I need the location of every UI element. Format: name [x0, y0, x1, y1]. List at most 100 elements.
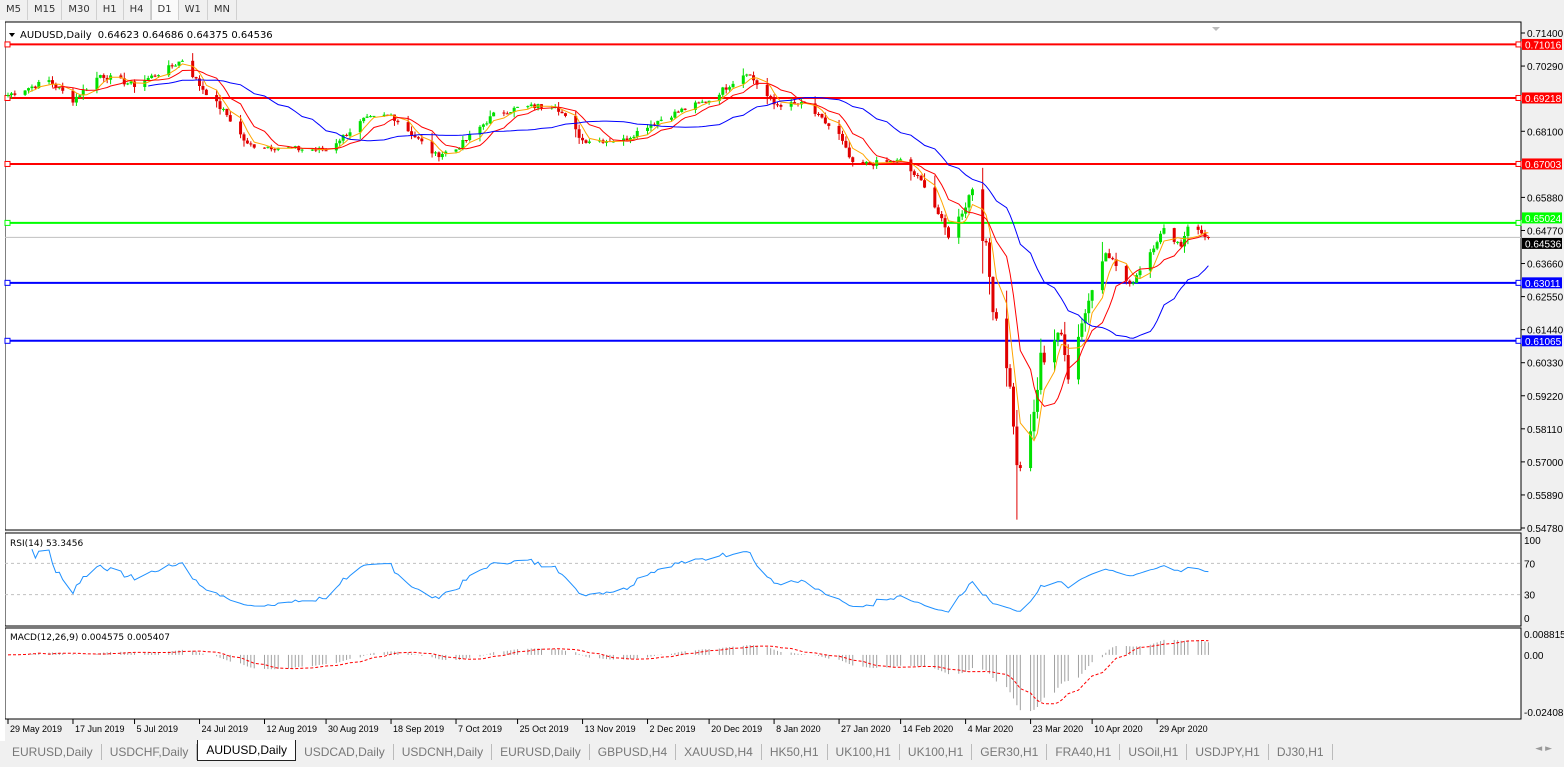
macd-pane[interactable]	[4, 627, 1522, 720]
candle	[888, 160, 892, 162]
candle	[669, 117, 673, 120]
line-handle[interactable]	[1515, 94, 1522, 101]
candle	[817, 113, 821, 115]
candle	[468, 134, 472, 141]
candle	[105, 77, 109, 80]
line-handle[interactable]	[1515, 160, 1522, 167]
candle	[221, 108, 225, 110]
candle	[755, 80, 759, 85]
line-handle[interactable]	[4, 279, 11, 286]
chart-tab[interactable]: USDCNH,Daily	[394, 744, 493, 760]
price-level-label: 0.61065	[1525, 337, 1562, 348]
line-handle[interactable]	[1515, 41, 1522, 48]
candle	[827, 123, 831, 126]
candle	[180, 60, 184, 62]
price-chart[interactable]: 0.71400 0.70290 0.68100 0.65880 0.64770 0.636…	[0, 20, 1564, 741]
candle	[372, 115, 376, 117]
timeframe-m15[interactable]: M15	[28, 0, 63, 20]
candle	[23, 90, 27, 95]
date-tick: 23 Mar 2020	[1033, 724, 1084, 734]
candle	[485, 123, 489, 125]
rsi-tick: 30	[1524, 591, 1536, 602]
candle	[1066, 355, 1070, 380]
chart-tab[interactable]: USDJPY,H1	[1187, 744, 1269, 760]
timeframe-mn[interactable]: MN	[208, 0, 237, 20]
candle	[1005, 318, 1009, 369]
candle	[1152, 248, 1156, 253]
chart-tab[interactable]: USDCAD,Daily	[296, 744, 394, 760]
price-tick: 0.64770	[1527, 226, 1564, 237]
candle	[225, 108, 229, 116]
candle	[362, 117, 366, 122]
chart-tab[interactable]: AUDUSD,Daily	[197, 740, 297, 761]
chart-tab[interactable]: EURUSD,Daily	[4, 744, 102, 760]
candle	[198, 78, 202, 87]
candle	[936, 207, 940, 215]
timeframe-m5[interactable]: M5	[0, 0, 28, 20]
candle	[420, 138, 424, 142]
dropdown-triangle-icon[interactable]	[9, 33, 15, 37]
line-handle[interactable]	[4, 219, 11, 226]
chart-tab[interactable]: FRA40,H1	[1047, 744, 1121, 760]
candle	[981, 189, 985, 241]
shift-marker-icon[interactable]	[1212, 27, 1220, 31]
candle	[481, 124, 485, 127]
chart-tab[interactable]: UK100,H1	[828, 744, 900, 760]
chart-tab[interactable]: USOil,H1	[1120, 744, 1188, 760]
rsi-pane[interactable]	[4, 532, 1522, 627]
chart-tab[interactable]: DJ30,H1	[1269, 744, 1333, 760]
candle	[310, 149, 314, 151]
candle	[844, 140, 848, 148]
candle	[1114, 259, 1118, 266]
line-handle[interactable]	[1515, 219, 1522, 226]
timeframe-m30[interactable]: M30	[62, 0, 97, 20]
candle	[1182, 236, 1186, 247]
candle	[122, 78, 126, 85]
timeframe-h4[interactable]: H4	[124, 0, 151, 20]
line-handle[interactable]	[4, 337, 11, 344]
candle	[204, 89, 208, 96]
chart-tab[interactable]: UK100,H1	[900, 744, 973, 760]
rsi-tick: 100	[1524, 536, 1541, 547]
candle	[126, 83, 130, 85]
line-handle[interactable]	[1515, 337, 1522, 344]
candle	[9, 93, 13, 96]
rsi-tick: 70	[1524, 559, 1536, 570]
candle	[266, 146, 270, 148]
date-tick: 17 Jun 2019	[75, 724, 125, 734]
candle	[1015, 426, 1019, 466]
candle	[940, 214, 944, 219]
chart-tab[interactable]: GER30,H1	[972, 744, 1048, 760]
candle	[406, 122, 410, 132]
line-handle[interactable]	[4, 160, 11, 167]
chart-tab[interactable]: GBPUSD,H4	[590, 744, 677, 760]
candle	[988, 242, 992, 277]
scroll-left-icon[interactable]: ◄	[1535, 744, 1543, 754]
date-tick: 29 Apr 2020	[1159, 724, 1208, 734]
candle	[769, 96, 773, 98]
timeframe-h1[interactable]: H1	[97, 0, 124, 20]
candle	[676, 111, 680, 113]
chart-tab[interactable]: USDCHF,Daily	[102, 744, 198, 760]
scroll-right-icon[interactable]: ►	[1545, 744, 1552, 754]
tab-scroll[interactable]: ◄ ►	[1535, 744, 1552, 754]
chart-tab[interactable]: HK50,H1	[762, 744, 828, 760]
candle	[150, 75, 154, 79]
line-handle[interactable]	[4, 41, 11, 48]
main-pane[interactable]	[4, 21, 1522, 531]
candle	[50, 80, 54, 84]
line-handle[interactable]	[1515, 279, 1522, 286]
candle	[649, 124, 653, 128]
chart-tab[interactable]: XAUUSD,H4	[676, 744, 762, 760]
candle	[581, 137, 585, 141]
chart-tab[interactable]: EURUSD,Daily	[492, 744, 590, 760]
timeframe-d1[interactable]: D1	[150, 0, 179, 20]
timeframe-w1[interactable]: W1	[179, 0, 208, 20]
candle	[717, 94, 721, 101]
candle	[6, 95, 10, 97]
chart-ohlc: 0.64623 0.64686 0.64375 0.64536	[98, 30, 273, 41]
candle	[868, 161, 872, 164]
candle	[789, 102, 793, 107]
candle	[47, 80, 51, 82]
candle	[252, 144, 256, 148]
